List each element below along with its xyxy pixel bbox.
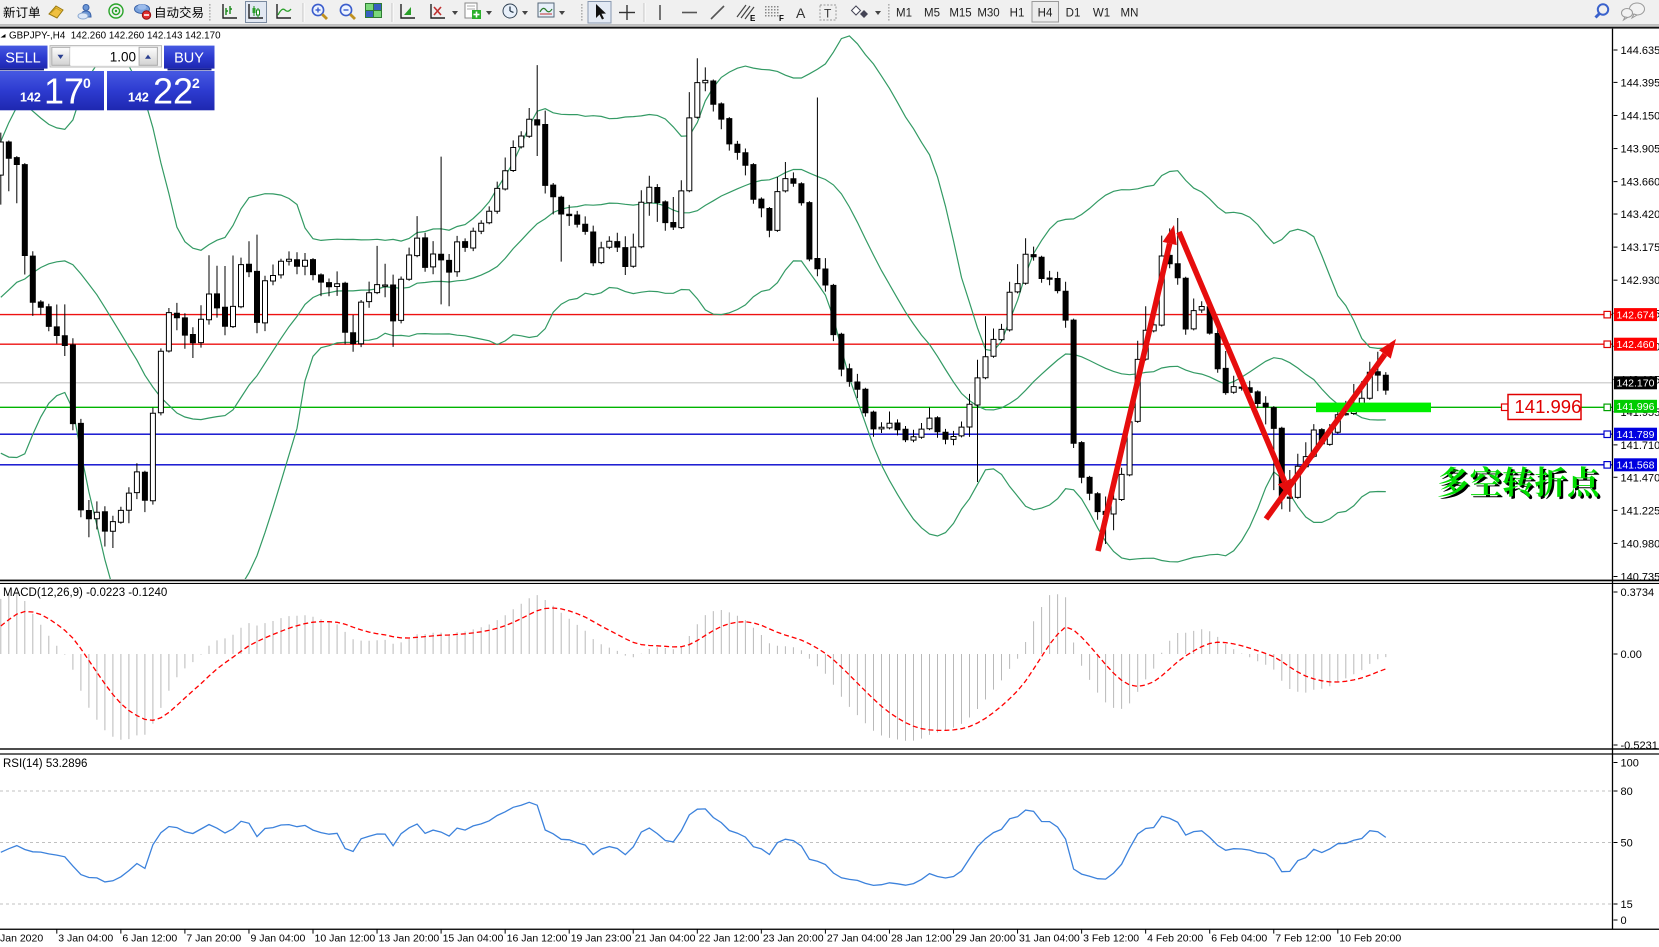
svg-text:4 Feb 20:00: 4 Feb 20:00 [1147,933,1203,945]
svg-text:0.3734: 0.3734 [1621,587,1655,599]
svg-text:BUY: BUY [174,51,204,67]
svg-text:142.674: 142.674 [1617,309,1655,321]
svg-text:141.789: 141.789 [1617,429,1655,441]
svg-text:22 Jan 12:00: 22 Jan 12:00 [699,933,760,945]
svg-text:0: 0 [1621,915,1627,927]
svg-text:SELL: SELL [5,51,40,67]
svg-text:15 Jan 04:00: 15 Jan 04:00 [443,933,504,945]
svg-text:142: 142 [20,91,41,105]
svg-text:M5: M5 [924,8,940,20]
svg-text:19 Jan 23:00: 19 Jan 23:00 [571,933,632,945]
svg-text:F: F [779,14,784,23]
svg-text:2: 2 [192,75,200,91]
svg-text:15: 15 [1621,899,1633,911]
svg-text:W1: W1 [1093,8,1110,20]
svg-text:16 Jan 12:00: 16 Jan 12:00 [507,933,568,945]
svg-text:80: 80 [1621,786,1633,798]
svg-text:H1: H1 [1010,8,1025,20]
svg-text:31 Jan 04:00: 31 Jan 04:00 [1019,933,1080,945]
svg-text:27 Jan 04:00: 27 Jan 04:00 [827,933,888,945]
svg-text:140.735: 140.735 [1621,572,1659,584]
svg-text:1.00: 1.00 [110,49,136,64]
svg-text:-0.5231: -0.5231 [1621,740,1658,752]
svg-text:143.175: 143.175 [1621,242,1659,254]
svg-text:Jan 2020: Jan 2020 [0,933,43,945]
svg-text:141.996: 141.996 [1617,401,1655,413]
svg-text:142.170: 142.170 [1617,378,1655,390]
svg-text:100: 100 [1621,758,1639,770]
svg-text:143.905: 143.905 [1621,144,1659,156]
svg-text:E: E [750,14,756,23]
svg-text:140.980: 140.980 [1621,538,1659,550]
svg-text:0.00: 0.00 [1621,649,1642,661]
svg-text:143.420: 143.420 [1621,209,1659,221]
svg-text:141.568: 141.568 [1617,460,1655,472]
svg-text:142.930: 142.930 [1621,275,1659,287]
svg-text:7 Feb 12:00: 7 Feb 12:00 [1275,933,1331,945]
svg-text:144.395: 144.395 [1621,77,1659,89]
svg-text:GBPJPY-,H4 142.260 142.260 14: GBPJPY-,H4 142.260 142.260 142.143 142.1… [9,31,221,42]
svg-text:0: 0 [83,75,91,91]
svg-text:A: A [796,5,806,21]
svg-text:10 Jan 12:00: 10 Jan 12:00 [315,933,376,945]
svg-text:T: T [824,7,832,21]
svg-text:9 Jan 04:00: 9 Jan 04:00 [250,933,305,945]
svg-text:6 Jan 12:00: 6 Jan 12:00 [122,933,177,945]
svg-text:141.710: 141.710 [1621,440,1659,452]
svg-text:3 Jan 04:00: 3 Jan 04:00 [58,933,113,945]
svg-text:50: 50 [1621,838,1633,850]
svg-text:29 Jan 20:00: 29 Jan 20:00 [955,933,1016,945]
svg-text:141.225: 141.225 [1621,505,1659,517]
svg-text:7 Jan 20:00: 7 Jan 20:00 [186,933,241,945]
svg-text:142.460: 142.460 [1617,339,1655,351]
svg-text:141.996: 141.996 [1515,396,1582,417]
svg-text:10 Feb 20:00: 10 Feb 20:00 [1339,933,1401,945]
svg-text:21 Jan 04:00: 21 Jan 04:00 [635,933,696,945]
svg-text:143.660: 143.660 [1621,177,1659,189]
svg-text:MACD(12,26,9) -0.0223 -0.1240: MACD(12,26,9) -0.0223 -0.1240 [3,587,167,599]
svg-text:141.470: 141.470 [1621,472,1659,484]
svg-text:H4: H4 [1038,8,1053,20]
svg-text:144.150: 144.150 [1621,110,1659,122]
svg-text:3 Feb 12:00: 3 Feb 12:00 [1083,933,1139,945]
svg-text:M15: M15 [949,8,971,20]
svg-text:22: 22 [153,71,193,112]
svg-text:23 Jan 20:00: 23 Jan 20:00 [763,933,824,945]
svg-text:28 Jan 12:00: 28 Jan 12:00 [891,933,952,945]
svg-text:RSI(14) 53.2896: RSI(14) 53.2896 [3,758,87,770]
svg-text:6 Feb 04:00: 6 Feb 04:00 [1211,933,1267,945]
svg-text:M1: M1 [896,8,912,20]
svg-text:13 Jan 20:00: 13 Jan 20:00 [379,933,440,945]
svg-text:MN: MN [1121,8,1139,20]
svg-text:142: 142 [128,91,149,105]
svg-text:M30: M30 [977,8,999,20]
svg-text:144.635: 144.635 [1621,45,1659,57]
svg-text:D1: D1 [1066,8,1081,20]
svg-text:17: 17 [44,71,84,112]
